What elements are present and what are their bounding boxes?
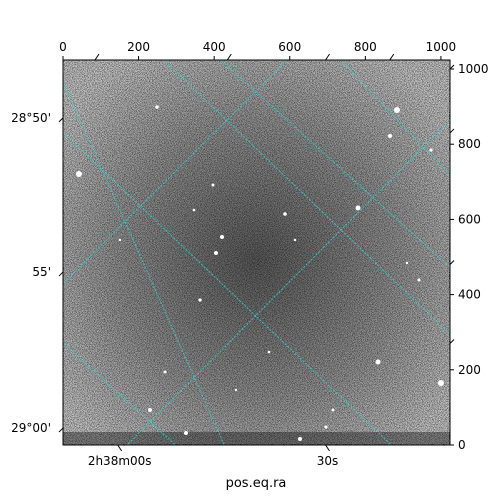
star	[388, 134, 392, 138]
right-tick-label: 400	[458, 288, 481, 302]
top-tick-label: 400	[203, 40, 226, 54]
ra-tick-label: 30s	[317, 454, 339, 468]
star	[293, 238, 297, 242]
top-tick-label: 0	[59, 40, 67, 54]
top-tick-label: 1000	[426, 40, 457, 54]
ra-axis: 2h38m00s 30s	[88, 53, 395, 468]
star	[155, 105, 159, 109]
coordinate-grid	[63, 60, 450, 445]
star	[417, 278, 421, 282]
grid-line	[63, 81, 225, 445]
dec-tick-mark	[58, 427, 64, 433]
star	[429, 148, 433, 152]
right-tick-label: 600	[458, 212, 481, 226]
star	[283, 212, 287, 216]
star	[76, 171, 82, 177]
dec-right-tick-mark	[449, 260, 455, 265]
star	[198, 298, 202, 302]
star	[234, 388, 238, 392]
star	[298, 437, 302, 441]
ra-top-tick-mark	[94, 53, 100, 61]
grid-line	[63, 341, 177, 445]
ra-tick-label: 2h38m00s	[88, 454, 152, 468]
ra-top-tick-mark	[325, 53, 330, 61]
plot-frame	[62, 59, 451, 446]
dec-right-tick-mark	[449, 64, 455, 70]
star	[394, 107, 400, 113]
ra-tick-mark	[325, 444, 330, 452]
ra-top-tick-mark	[389, 53, 395, 61]
star	[375, 359, 381, 365]
dec-tick-mark	[58, 271, 64, 277]
top-axis: 0 200 400 600 800 1000	[59, 40, 456, 60]
grid-line	[163, 60, 450, 335]
right-tick-label: 800	[458, 137, 481, 151]
star	[331, 408, 335, 412]
dec-tick-label: 29°00'	[11, 421, 51, 435]
ra-tick-mark	[117, 444, 123, 452]
grid-line	[63, 60, 289, 285]
dec-right-tick-mark	[449, 339, 455, 344]
star	[267, 350, 271, 354]
dec-tick-label: 28°50'	[11, 111, 51, 125]
right-tick-label: 200	[458, 363, 481, 377]
ghost-ring	[362, 215, 388, 241]
dec-right-tick-mark	[449, 128, 455, 134]
star	[118, 238, 122, 242]
x-axis-title: pos.eq.ra	[226, 476, 287, 491]
sky-image	[63, 60, 450, 445]
right-tick-label: 1000	[458, 62, 489, 76]
star-field	[76, 105, 444, 441]
dec-tick-mark	[58, 117, 64, 123]
grid-line	[340, 60, 450, 176]
right-axis: 0 200 400 600 800 1000	[450, 62, 489, 452]
star	[163, 370, 167, 374]
star	[438, 380, 444, 386]
right-tick-label: 0	[458, 438, 466, 452]
top-tick-label: 200	[127, 40, 150, 54]
dec-tick-label: 55'	[32, 265, 51, 279]
grid-line	[63, 131, 393, 445]
star	[148, 408, 152, 412]
grid-line	[220, 60, 450, 268]
dec-axis: 28°50' 55' 29°00'	[11, 64, 455, 435]
ra-top-tick-mark	[226, 53, 232, 61]
star	[184, 431, 188, 435]
star	[214, 251, 218, 255]
star	[220, 235, 224, 239]
star	[355, 205, 361, 211]
top-tick-label: 600	[278, 40, 301, 54]
star	[324, 425, 328, 429]
star	[211, 183, 215, 187]
top-tick-label: 800	[354, 40, 377, 54]
star	[192, 208, 196, 212]
star	[405, 261, 409, 265]
grid-line	[126, 119, 450, 445]
